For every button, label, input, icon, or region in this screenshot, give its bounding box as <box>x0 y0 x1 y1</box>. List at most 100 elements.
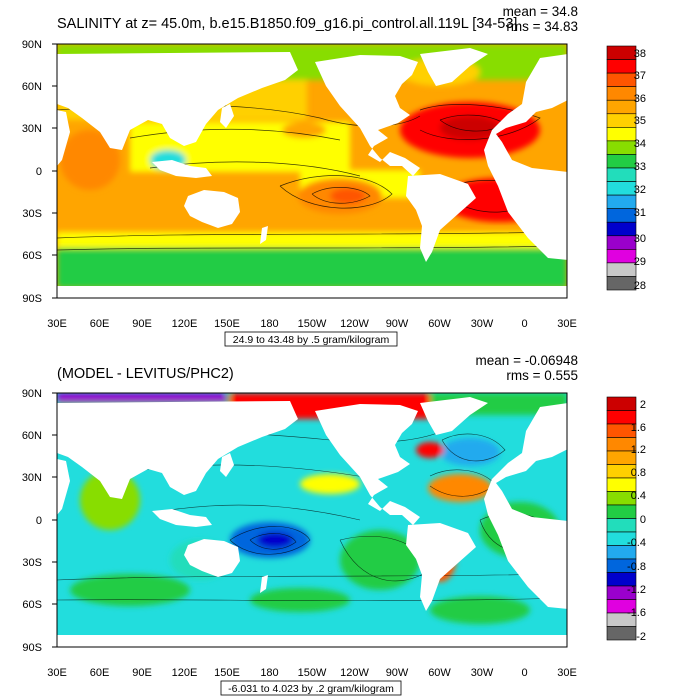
longitude-axis: 30E 60E 90E 120E 150E 180 150W 120W 90W … <box>47 667 577 679</box>
colorbar-swatch <box>606 276 637 291</box>
colorbar-label: 29 <box>634 256 646 268</box>
difference-map <box>57 393 567 647</box>
colorbar-swatch <box>606 518 637 533</box>
colorbar-label: 30 <box>634 233 646 245</box>
lon-label: 120E <box>172 667 198 679</box>
lon-label: 30W <box>471 667 494 679</box>
lon-label: 60E <box>90 667 110 679</box>
lat-label: 30S <box>22 557 42 569</box>
lon-label: 90E <box>132 318 152 330</box>
lon-label: 120E <box>172 318 198 330</box>
difference-colorbar-labels: 2 1.6 1.2 0.8 0.4 0 -0.4 -0.8 -1.2 -1.6 … <box>627 399 646 643</box>
contour-range-text: 24.9 to 43.48 by .5 gram/kilogram <box>233 334 390 346</box>
salinity-map <box>57 44 567 298</box>
lon-label: 30E <box>557 667 577 679</box>
colorbar-swatch <box>606 72 637 87</box>
colorbar-swatch <box>606 504 637 519</box>
colorbar-swatch <box>606 221 637 237</box>
colorbar-label: -0.8 <box>627 561 646 573</box>
panel-title: SALINITY at z= 45.0m, b.e15.B1850.f09_g1… <box>57 16 517 32</box>
colorbar-label: 1.6 <box>631 422 646 434</box>
rms-value: rms = 0.555 <box>506 368 578 383</box>
lat-label: 90S <box>22 293 42 305</box>
colorbar-label: 38 <box>634 48 646 60</box>
colorbar-swatch <box>606 396 637 411</box>
colorbar-label: 1.2 <box>631 444 646 456</box>
lon-label: 90W <box>386 667 409 679</box>
colorbar-label: -0.4 <box>627 537 646 549</box>
lon-label: 120W <box>340 667 369 679</box>
lon-label: 90W <box>386 318 409 330</box>
salinity-colorbar-labels: 38 37 36 35 34 33 32 31 30 29 28 <box>634 48 646 292</box>
colorbar-label: 2 <box>640 399 646 411</box>
colorbar-label: 31 <box>634 207 646 219</box>
lat-label: 0 <box>36 515 42 527</box>
colorbar-label: 32 <box>634 184 646 196</box>
lon-label: 0 <box>521 318 527 330</box>
colorbar-label: 36 <box>634 93 646 105</box>
colorbar-swatch <box>606 208 637 223</box>
colorbar-label: 0.8 <box>631 467 646 479</box>
difference-colorbar <box>606 396 637 641</box>
colorbar-label: -1.2 <box>627 584 646 596</box>
longitude-axis: 30E 60E 90E 120E 150E 180 150W 120W 90W … <box>47 318 577 330</box>
lon-label: 180 <box>260 667 278 679</box>
contour-range-box <box>224 331 398 347</box>
colorbar-swatch <box>606 45 637 60</box>
lat-label: 30S <box>22 208 42 220</box>
colorbar-swatch <box>606 59 637 74</box>
colorbar-swatch <box>606 235 637 250</box>
lat-label: 30N <box>22 472 42 484</box>
lon-label: 150E <box>214 318 240 330</box>
colorbar-swatch <box>606 181 637 196</box>
colorbar-label: 34 <box>634 138 646 150</box>
latitude-axis: 90N 60N 30N 0 30S 60S 90S <box>22 39 57 305</box>
colorbar-label: 33 <box>634 161 646 173</box>
lat-label: 90N <box>22 39 42 51</box>
salinity-panel: SALINITY at z= 45.0m, b.e15.B1850.f09_g1… <box>22 4 646 347</box>
contour-range-text: -6.031 to 4.023 by .2 gram/kilogram <box>228 683 394 695</box>
colorbar-label: 28 <box>634 280 646 292</box>
lat-label: 60N <box>22 81 42 93</box>
lon-label: 0 <box>521 667 527 679</box>
colorbar-label: -1.6 <box>627 607 646 619</box>
colorbar-label: 0.4 <box>631 490 646 502</box>
lat-label: 90S <box>22 642 42 654</box>
lon-label: 60W <box>428 667 451 679</box>
lon-label: 60E <box>90 318 110 330</box>
colorbar-swatch <box>606 249 637 264</box>
colorbar-label: -2 <box>636 631 646 643</box>
lat-label: 90N <box>22 388 42 400</box>
lon-label: 180 <box>260 318 278 330</box>
lon-label: 30E <box>47 667 67 679</box>
lat-label: 60N <box>22 430 42 442</box>
colorbar-swatch <box>606 140 637 155</box>
rms-value: rms = 34.83 <box>506 19 578 34</box>
lon-label: 90E <box>132 667 152 679</box>
lon-label: 30W <box>471 318 494 330</box>
colorbar-swatch <box>606 127 637 142</box>
colorbar-swatch <box>606 86 637 101</box>
lon-label: 120W <box>340 318 369 330</box>
mean-value: mean = -0.06948 <box>476 353 578 368</box>
colorbar-swatch <box>606 626 637 641</box>
contour-range-box <box>220 680 402 696</box>
colorbar-swatch <box>606 194 637 209</box>
salinity-colorbar <box>606 45 637 291</box>
colorbar-swatch <box>606 167 637 182</box>
colorbar-label: 35 <box>634 115 646 127</box>
colorbar-swatch <box>606 154 637 169</box>
lon-label: 30E <box>47 318 67 330</box>
lon-label: 30E <box>557 318 577 330</box>
lon-label: 150E <box>214 667 240 679</box>
lat-label: 60S <box>22 599 42 611</box>
lat-label: 60S <box>22 250 42 262</box>
latitude-axis: 90N 60N 30N 0 30S 60S 90S <box>22 388 57 654</box>
lon-label: 60W <box>428 318 451 330</box>
lat-label: 30N <box>22 123 42 135</box>
colorbar-swatch <box>606 113 637 128</box>
colorbar-swatch <box>606 262 637 277</box>
lon-label: 150W <box>298 667 327 679</box>
difference-panel: (MODEL - LEVITUS/PHC2) mean = -0.06948 r… <box>22 353 646 696</box>
colorbar-swatch <box>606 99 637 115</box>
